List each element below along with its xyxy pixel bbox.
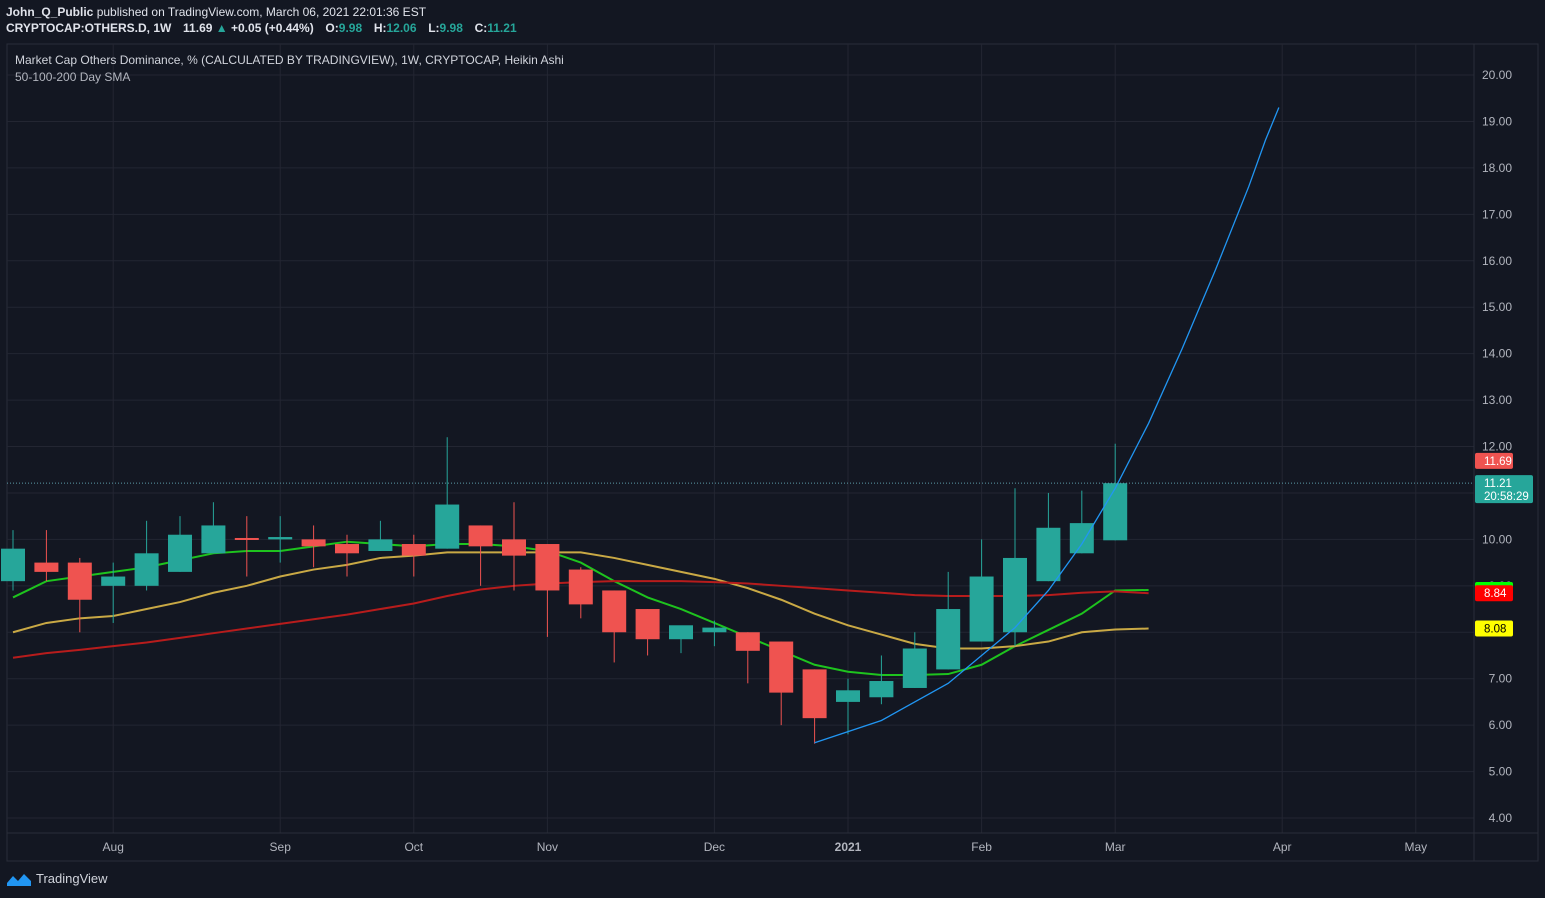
candle-body[interactable] bbox=[568, 569, 593, 605]
y-tick-label: 5.00 bbox=[1489, 765, 1513, 779]
footer: TradingView bbox=[7, 871, 108, 886]
x-tick-label: Mar bbox=[1105, 840, 1126, 854]
candle-body[interactable] bbox=[902, 648, 927, 688]
price-label: 11.21 bbox=[1484, 478, 1512, 490]
candle-body[interactable] bbox=[802, 669, 827, 719]
price-label-bg bbox=[1475, 620, 1513, 637]
countdown-label: 20:58:29 bbox=[1484, 491, 1529, 503]
y-tick-label: 10.00 bbox=[1482, 532, 1512, 546]
y-tick-label: 6.00 bbox=[1489, 718, 1513, 732]
x-tick-label: Dec bbox=[704, 840, 725, 854]
candle-body[interactable] bbox=[168, 534, 192, 572]
grid bbox=[7, 44, 1474, 833]
price-change: +0.05 (+0.44%) bbox=[231, 21, 314, 35]
x-tick-label: Apr bbox=[1273, 840, 1292, 854]
symbol-line: CRYPTOCAP:OTHERS.D, 1W 11.69 ▲ +0.05 (+0… bbox=[6, 20, 517, 36]
candles bbox=[1, 437, 1128, 744]
candle-body[interactable] bbox=[1069, 523, 1094, 554]
author-name[interactable]: John_Q_Public bbox=[6, 5, 94, 19]
candle-body[interactable] bbox=[669, 625, 693, 640]
time-axis[interactable]: Aug Sep Oct Nov Dec 2021 Feb Mar Apr May bbox=[103, 840, 1428, 854]
y-tick-label: 19.00 bbox=[1482, 114, 1512, 128]
candle-body[interactable] bbox=[335, 544, 359, 554]
up-arrow-icon: ▲ bbox=[215, 21, 228, 35]
candle-body[interactable] bbox=[936, 609, 961, 670]
candle-body[interactable] bbox=[1036, 527, 1061, 582]
candle-body[interactable] bbox=[1103, 483, 1128, 541]
x-tick-label: Sep bbox=[270, 840, 292, 854]
y-tick-label: 15.00 bbox=[1482, 300, 1512, 314]
y-tick-label: 14.00 bbox=[1482, 347, 1512, 361]
sma-line bbox=[12, 540, 1149, 676]
low-label: L: bbox=[428, 21, 440, 35]
chart-frame bbox=[6, 43, 1539, 862]
candle-body[interactable] bbox=[268, 537, 293, 540]
high-label: H: bbox=[373, 21, 387, 35]
price-label: 11.69 bbox=[1484, 456, 1512, 468]
y-tick-label: 17.00 bbox=[1482, 207, 1512, 221]
y-tick-label: 16.00 bbox=[1482, 254, 1512, 268]
close-value: 11.21 bbox=[487, 21, 517, 35]
y-tick-label: 20.00 bbox=[1482, 68, 1512, 82]
candle-body[interactable] bbox=[101, 576, 126, 586]
open-value: 9.98 bbox=[338, 21, 363, 35]
close-label: C: bbox=[474, 21, 488, 35]
tradingview-logo-icon[interactable] bbox=[7, 872, 31, 886]
parabolic-curve bbox=[814, 107, 1280, 744]
brand-name[interactable]: TradingView bbox=[36, 871, 108, 886]
candle-body[interactable] bbox=[1, 548, 25, 582]
price-axis[interactable]: 4.005.006.007.008.009.0010.0011.0012.001… bbox=[1482, 68, 1512, 825]
candle-body[interactable] bbox=[401, 544, 426, 556]
price-label: 8.84 bbox=[1484, 588, 1507, 600]
publish-line: John_Q_Public published on TradingView.c… bbox=[6, 4, 517, 20]
chart-title: Market Cap Others Dominance, % (CALCULAT… bbox=[15, 53, 564, 67]
candle-body[interactable] bbox=[535, 544, 560, 591]
low-value: 9.98 bbox=[439, 21, 463, 35]
x-tick-label: Feb bbox=[971, 840, 992, 854]
candle-body[interactable] bbox=[468, 525, 493, 547]
candle-body[interactable] bbox=[602, 590, 627, 633]
x-tick-label: 2021 bbox=[835, 840, 862, 854]
y-tick-label: 4.00 bbox=[1489, 811, 1513, 825]
candle-body[interactable] bbox=[134, 553, 159, 586]
candle-body[interactable] bbox=[769, 641, 794, 693]
open-label: O: bbox=[325, 21, 339, 35]
candle-body[interactable] bbox=[34, 562, 59, 572]
candle-body[interactable] bbox=[201, 525, 226, 554]
header: John_Q_Public published on TradingView.c… bbox=[6, 4, 517, 36]
x-tick-label: Aug bbox=[103, 840, 124, 854]
candle-body[interactable] bbox=[635, 609, 660, 640]
y-tick-label: 7.00 bbox=[1489, 672, 1513, 686]
candle-body[interactable] bbox=[836, 690, 860, 702]
price-label-bg bbox=[1475, 475, 1533, 504]
price-label: 8.08 bbox=[1484, 624, 1506, 636]
x-tick-label: May bbox=[1404, 840, 1427, 854]
symbol[interactable]: CRYPTOCAP:OTHERS.D, 1W bbox=[6, 21, 172, 35]
high-value: 12.06 bbox=[386, 21, 417, 35]
indicator-label[interactable]: 50-100-200 Day SMA bbox=[15, 70, 130, 84]
candle-body[interactable] bbox=[735, 632, 760, 651]
y-tick-label: 13.00 bbox=[1482, 393, 1512, 407]
candle-body[interactable] bbox=[301, 539, 326, 547]
y-tick-label: 18.00 bbox=[1482, 161, 1512, 175]
candle-body[interactable] bbox=[502, 539, 526, 556]
publish-info: published on TradingView.com, March 06, … bbox=[96, 5, 427, 19]
candle-body[interactable] bbox=[1003, 557, 1027, 633]
x-tick-label: Nov bbox=[537, 840, 558, 854]
candle-body[interactable] bbox=[234, 537, 259, 540]
parabolic-curve-line bbox=[814, 107, 1280, 744]
price-label-bg bbox=[1475, 452, 1513, 469]
candle-body[interactable] bbox=[869, 681, 894, 698]
candle-body[interactable] bbox=[368, 539, 393, 551]
candle-body[interactable] bbox=[969, 576, 994, 642]
candle-body[interactable] bbox=[435, 504, 460, 549]
last-price: 11.69 bbox=[183, 21, 213, 35]
x-tick-label: Oct bbox=[404, 840, 423, 854]
candle-body[interactable] bbox=[67, 562, 92, 600]
y-tick-label: 12.00 bbox=[1482, 440, 1512, 454]
price-label-bg bbox=[1475, 585, 1513, 602]
candle-body[interactable] bbox=[702, 627, 727, 633]
